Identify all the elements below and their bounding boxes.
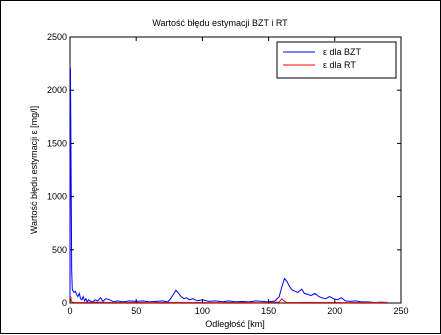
legend-label: ε dla BZT <box>323 47 362 57</box>
y-tick-label: 2500 <box>47 32 67 42</box>
y-tick-label: 1500 <box>47 138 67 148</box>
series-line-bzt <box>69 67 388 304</box>
y-axis-label: Wartość błędu estymacji ε [mg/l] <box>29 106 39 234</box>
x-tick-label: 100 <box>195 306 210 316</box>
y-tick-label: 2000 <box>47 85 67 95</box>
x-tick-label: 150 <box>261 306 276 316</box>
x-tick-label: 250 <box>393 306 408 316</box>
x-tick-label: 50 <box>131 306 141 316</box>
series-line-rt <box>69 296 388 304</box>
y-tick-label: 1000 <box>47 192 67 202</box>
legend: ε dla BZT ε dla RT <box>276 41 397 79</box>
y-tick-label: 500 <box>52 245 67 255</box>
x-tick-label: 0 <box>67 306 72 316</box>
x-axis-label: Odległość [km] <box>205 319 265 329</box>
legend-box <box>276 41 397 79</box>
legend-label: ε dla RT <box>323 60 356 70</box>
y-tick-label: 0 <box>62 298 67 308</box>
series-layer <box>69 67 388 304</box>
plot-area <box>69 36 402 304</box>
x-tick-label: 200 <box>327 306 342 316</box>
chart-title: Wartość błędu estymacji BZT i RT <box>152 18 288 28</box>
